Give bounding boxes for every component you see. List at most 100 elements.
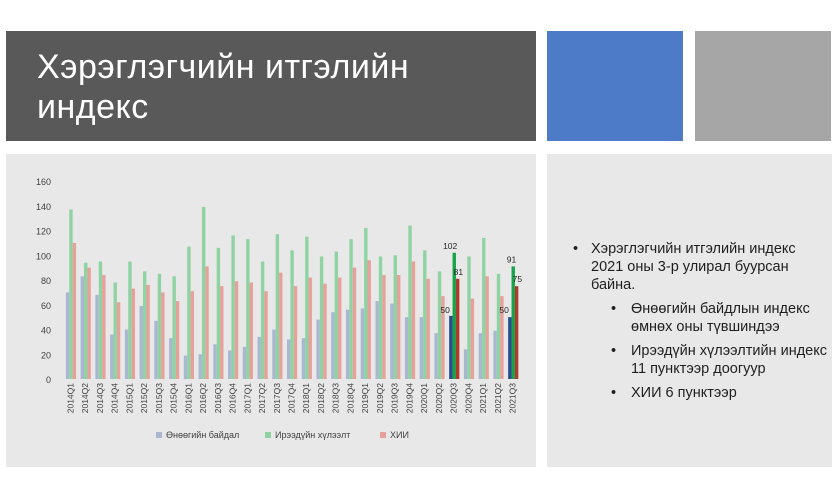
bar — [338, 277, 342, 379]
bar — [426, 278, 430, 379]
bar — [190, 291, 195, 379]
x-tick-label: 2017Q2 — [257, 383, 267, 414]
bar — [72, 242, 77, 380]
bar — [205, 266, 209, 379]
x-tick-label: 2014Q3 — [95, 383, 105, 414]
x-tick-label: 2020Q2 — [434, 383, 444, 414]
bar — [213, 344, 217, 379]
legend-label: Өнөөгийн байдал — [166, 430, 239, 440]
bar — [128, 261, 132, 379]
y-tick-label: 160 — [36, 177, 51, 187]
bar — [396, 275, 401, 379]
bar — [142, 271, 147, 379]
confidence-index-chart: 0 20 40 60 80 100 120 140 160 2014Q1 2014Q2 2014Q3 2… — [36, 177, 523, 440]
y-tick-label: 40 — [41, 326, 51, 336]
x-tick-label: 2016Q3 — [213, 383, 223, 414]
bar — [275, 234, 280, 379]
x-tick-label: 2017Q1 — [242, 383, 252, 414]
x-tick-label: 2015Q4 — [169, 383, 179, 414]
bar — [183, 355, 188, 379]
bar — [110, 334, 114, 379]
text-panel: • Хэрэглэгчийн итгэлийн индекс 2021 оны 3… — [547, 154, 832, 467]
bar — [508, 317, 512, 380]
bar — [146, 284, 150, 379]
data-label: 102 — [443, 241, 457, 251]
bar — [220, 286, 224, 379]
bar — [154, 320, 158, 379]
bar — [293, 286, 298, 379]
bar — [511, 266, 515, 379]
bar — [264, 291, 268, 379]
bar — [349, 239, 353, 379]
bullet-item: • Өнөөгийн байдлын индекс өмнөх оны түвши… — [571, 300, 829, 336]
bar — [102, 275, 106, 379]
bar — [98, 261, 103, 379]
bar — [231, 235, 235, 379]
bar — [437, 271, 442, 379]
legend-label: Ирээдүйн хүлээлт — [275, 430, 350, 440]
slide-title: Хэрэглэгчийн итгэлийн индекс — [37, 48, 410, 126]
bullet-dot-icon: • — [611, 301, 617, 317]
x-tick-label: 2020Q4 — [463, 383, 473, 414]
bar — [364, 228, 368, 379]
bar — [455, 278, 460, 379]
bullet-dot-icon: • — [611, 343, 617, 359]
bar — [113, 282, 117, 379]
bar — [201, 206, 206, 379]
bar — [331, 312, 335, 379]
bar — [95, 294, 99, 379]
x-tick-label: 2014Q2 — [80, 383, 90, 414]
bar — [393, 255, 397, 379]
bar — [80, 276, 85, 379]
legend-swatch — [265, 432, 271, 438]
bar — [260, 261, 265, 379]
bar — [411, 261, 416, 379]
x-tick-label: 2021Q1 — [478, 383, 488, 414]
data-label: 50 — [499, 305, 509, 315]
bar — [467, 256, 471, 379]
x-tick-label: 2019Q4 — [404, 383, 414, 414]
y-tick-label: 100 — [36, 251, 51, 261]
bar — [272, 329, 276, 379]
bullet-item: • Хэрэглэгчийн итгэлийн индекс 2021 оны 3… — [571, 240, 829, 294]
bar — [352, 267, 357, 380]
bar — [305, 236, 309, 379]
bar — [482, 237, 486, 379]
y-tick-label: 0 — [46, 375, 51, 385]
bar — [319, 256, 324, 379]
data-label: 75 — [513, 274, 523, 284]
bar — [496, 273, 501, 379]
x-tick-label: 2014Q4 — [110, 383, 120, 414]
bullet-text: Ирээдүйн хүлээлтийн индекс 11 пунктээр д… — [631, 343, 827, 377]
bar — [382, 275, 386, 379]
bar — [198, 354, 202, 379]
bar — [316, 319, 320, 379]
bar — [308, 277, 312, 379]
bar — [449, 315, 453, 379]
data-label: 91 — [507, 254, 517, 264]
x-tick-label: 2019Q3 — [390, 383, 400, 414]
x-tick-label: 2019Q1 — [360, 383, 370, 414]
x-tick-label: 2020Q1 — [419, 383, 429, 414]
bar — [360, 308, 365, 379]
bar — [257, 336, 261, 379]
y-tick-label: 80 — [41, 276, 51, 286]
x-tick-label: 2021Q2 — [493, 383, 503, 414]
bar — [131, 288, 136, 379]
bar — [157, 273, 162, 379]
bar — [452, 252, 456, 379]
x-tick-label: 2016Q2 — [198, 383, 208, 414]
bar — [287, 339, 291, 379]
y-tick-label: 120 — [36, 227, 51, 237]
x-tick-label: 2018Q2 — [316, 383, 326, 414]
legend-swatch — [156, 432, 162, 438]
x-tick-label: 2018Q4 — [345, 383, 355, 414]
bar — [493, 330, 497, 379]
bar — [124, 329, 129, 379]
y-tick-label: 60 — [41, 301, 51, 311]
bar — [404, 317, 409, 380]
x-tick-label: 2014Q1 — [65, 383, 75, 414]
x-tick-label: 2017Q3 — [272, 383, 282, 414]
bar — [408, 225, 412, 379]
chart-panel: 0 20 40 60 80 100 120 140 160 2014Q1 2014Q2 2014Q3 2… — [6, 154, 536, 467]
